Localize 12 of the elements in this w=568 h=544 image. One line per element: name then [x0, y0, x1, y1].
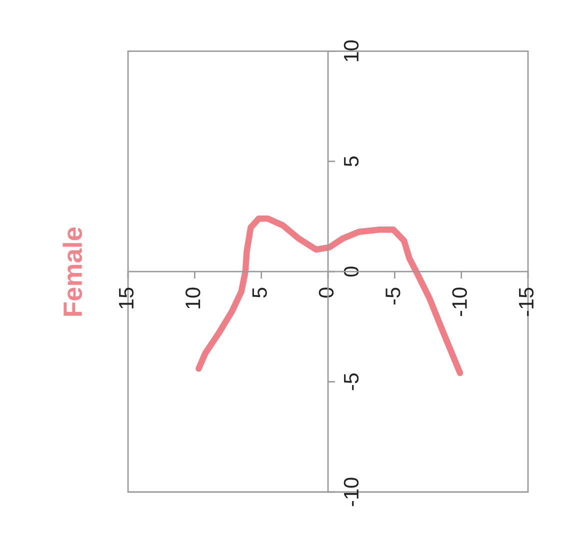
y-tick-label: 5 [344, 156, 359, 166]
x-tick-label: -5 [386, 288, 400, 304]
y-tick-label: 10 [344, 40, 359, 62]
y-tick-label: -5 [344, 373, 359, 390]
y-tick-label: -10 [344, 478, 359, 506]
x-tick-label: -10 [452, 288, 467, 316]
x-tick-label: -15 [519, 288, 534, 316]
x-tick-label: 5 [252, 288, 267, 298]
x-tick-label: 15 [119, 288, 134, 308]
text: Female [62, 227, 82, 316]
y-tick-label: 0 [344, 266, 359, 277]
x-tick-label: 10 [186, 288, 200, 308]
